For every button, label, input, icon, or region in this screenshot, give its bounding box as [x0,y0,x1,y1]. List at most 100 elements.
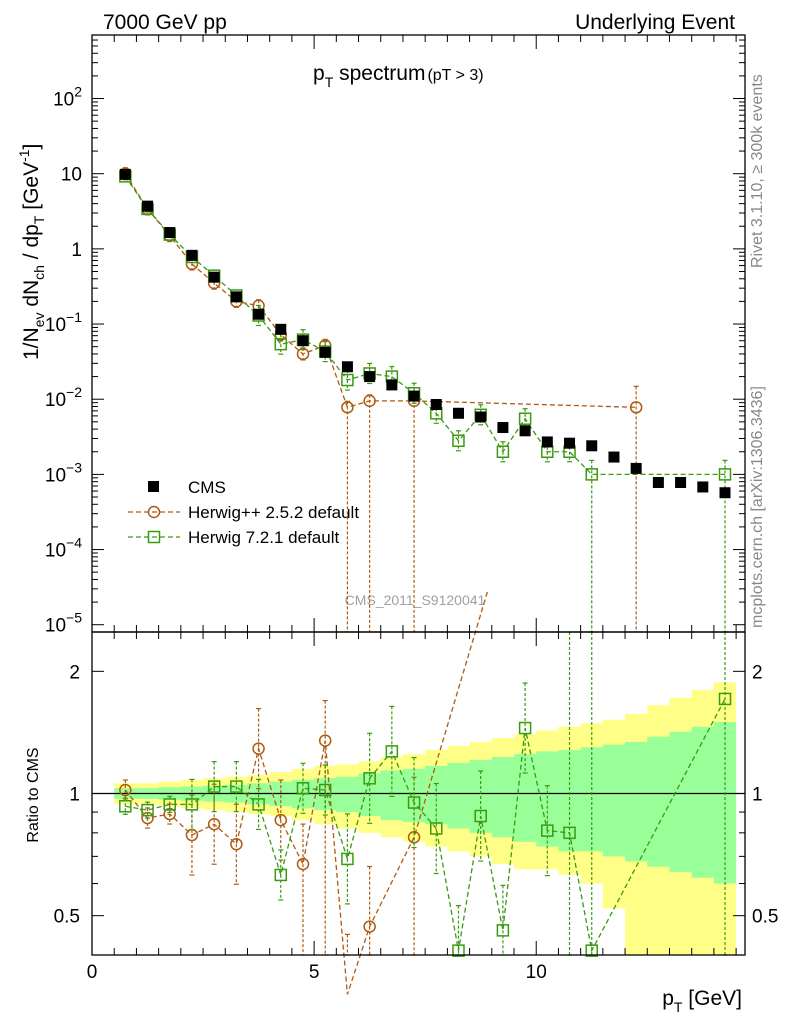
legend-label-cms: CMS [188,478,226,497]
cms-point [630,462,642,474]
mcplots-label: mcplots.cern.ch [arXiv:1306.3436] [749,386,766,628]
herwig7-ratio-point [718,692,732,706]
cms-point [608,451,620,463]
main-ylabel: 1/Nev dNch / dpT [GeV-1] [16,144,47,360]
ratio-y-tick-label: 0.5 [54,907,80,928]
herwig7-ratio-point [407,796,421,809]
herwig7-ratio-point [430,822,443,835]
cms-point [364,371,376,383]
x-tick-label: 5 [309,962,320,983]
herwig7-ratio-point [318,783,332,797]
herwigpp-ratio-point [207,817,221,831]
ratio-y-tick-label-right: 2 [752,662,763,683]
main-y-tick-label: 10−2 [45,384,82,411]
herwig7-ratio-point [119,800,132,813]
cms-point [386,379,398,391]
herwigpp-ratio-point [296,857,310,871]
herwig7-ratio-point [296,782,310,795]
herwig7-ratio-point [207,780,221,793]
herwigpp-point [629,401,643,414]
main-y-tick-label: 10 [61,165,82,186]
legend-label-herwigpp: Herwig++ 2.5.2 default [188,503,359,522]
cms-point [275,323,287,335]
ratio-y-tick-label: 2 [69,662,80,683]
herwig7-ratio-point [541,824,554,837]
header-right: Underlying Event [575,11,735,34]
cms-point [186,249,198,261]
cms-point [430,399,442,411]
cms-point [142,200,154,212]
herwig7-ratio-point [563,826,576,840]
herwig7-point [452,434,465,448]
herwig7-ratio-point [230,780,243,793]
herwig7-ratio-point [141,803,154,817]
cms-point [541,436,553,448]
herwigpp-point [341,401,354,414]
herwigpp-ratio-point [363,920,376,933]
herwig7-ratio-point [585,944,598,957]
cms-point [652,476,664,488]
ratio-y-tick-label-right: 0.5 [752,907,778,928]
ratio-band-inner [114,722,737,884]
herwigpp-ratio-point [252,742,265,755]
cms-point [297,335,309,347]
main-y-tick-label: 10−4 [45,535,82,562]
cms-point [519,425,531,437]
cms-point [341,361,353,373]
cms-point [164,227,176,239]
x-tick-label: 10 [526,962,547,983]
legend-marker-cms [148,481,159,492]
x-tick-label: 0 [87,962,98,983]
cms-point [408,390,420,402]
cms-point [452,407,464,419]
herwigpp-ratio-point [119,783,132,797]
legend-marker-herwigpp [147,505,161,519]
herwigpp-ratio-point [230,837,243,851]
herwig7-point [496,445,510,458]
cms-point [719,487,731,499]
x-axis-label: pT [GeV] [662,987,742,1015]
legend-label-herwig7: Herwig 7.2.1 default [188,528,339,547]
herwig7-ratio-point [518,721,532,735]
main-y-tick-label: 10−3 [45,459,82,486]
herwig7-point [274,337,288,351]
cms-point [586,440,598,452]
cms-point [564,437,576,449]
legend: CMS Herwig++ 2.5.2 default Herwig 7.2.1 … [128,478,359,547]
herwig7-point [585,468,598,481]
cms-point [697,481,709,493]
cms-point [497,422,509,434]
herwig7-ratio-point [185,798,199,811]
herwig7-ratio-point [452,944,465,957]
herwigpp-point [296,347,310,361]
herwigpp-ratio-point [318,734,332,747]
herwig7-ratio-point [363,772,376,785]
analysis-watermark: CMS_2011_S9120041 [345,592,486,608]
ratio-y-tick-label-right: 1 [752,785,763,806]
herwig7-ratio-point [163,798,176,811]
legend-marker-herwig7 [147,530,161,544]
main-y-tick-label: 10−5 [45,610,82,637]
herwig7-ratio-point [496,924,510,937]
cms-point [675,476,687,488]
herwigpp-point [363,394,376,408]
herwig7-point [518,412,532,425]
cms-point [475,411,487,423]
herwig7-ratio-point [252,798,265,811]
herwig7-ratio-point [341,852,354,866]
cms-point [319,346,331,358]
herwigpp-line [124,173,637,409]
herwig7-point [718,468,732,481]
header-left: 7000 GeV pp [103,11,227,34]
herwig7-ratio-point [385,745,399,758]
main-y-tick-label: 1 [71,240,82,261]
main-y-tick-label: 102 [53,84,82,111]
herwig7-line [124,176,726,476]
cms-point [119,168,131,180]
herwig7-point [341,373,354,387]
ratio-ylabel: Ratio to CMS [25,747,42,842]
main-title: pT spectrum (pT > 3) [313,62,484,90]
herwig7-ratio-point [274,868,288,882]
rivet-label: Rivet 3.1.10, ≥ 300k events [749,74,766,268]
